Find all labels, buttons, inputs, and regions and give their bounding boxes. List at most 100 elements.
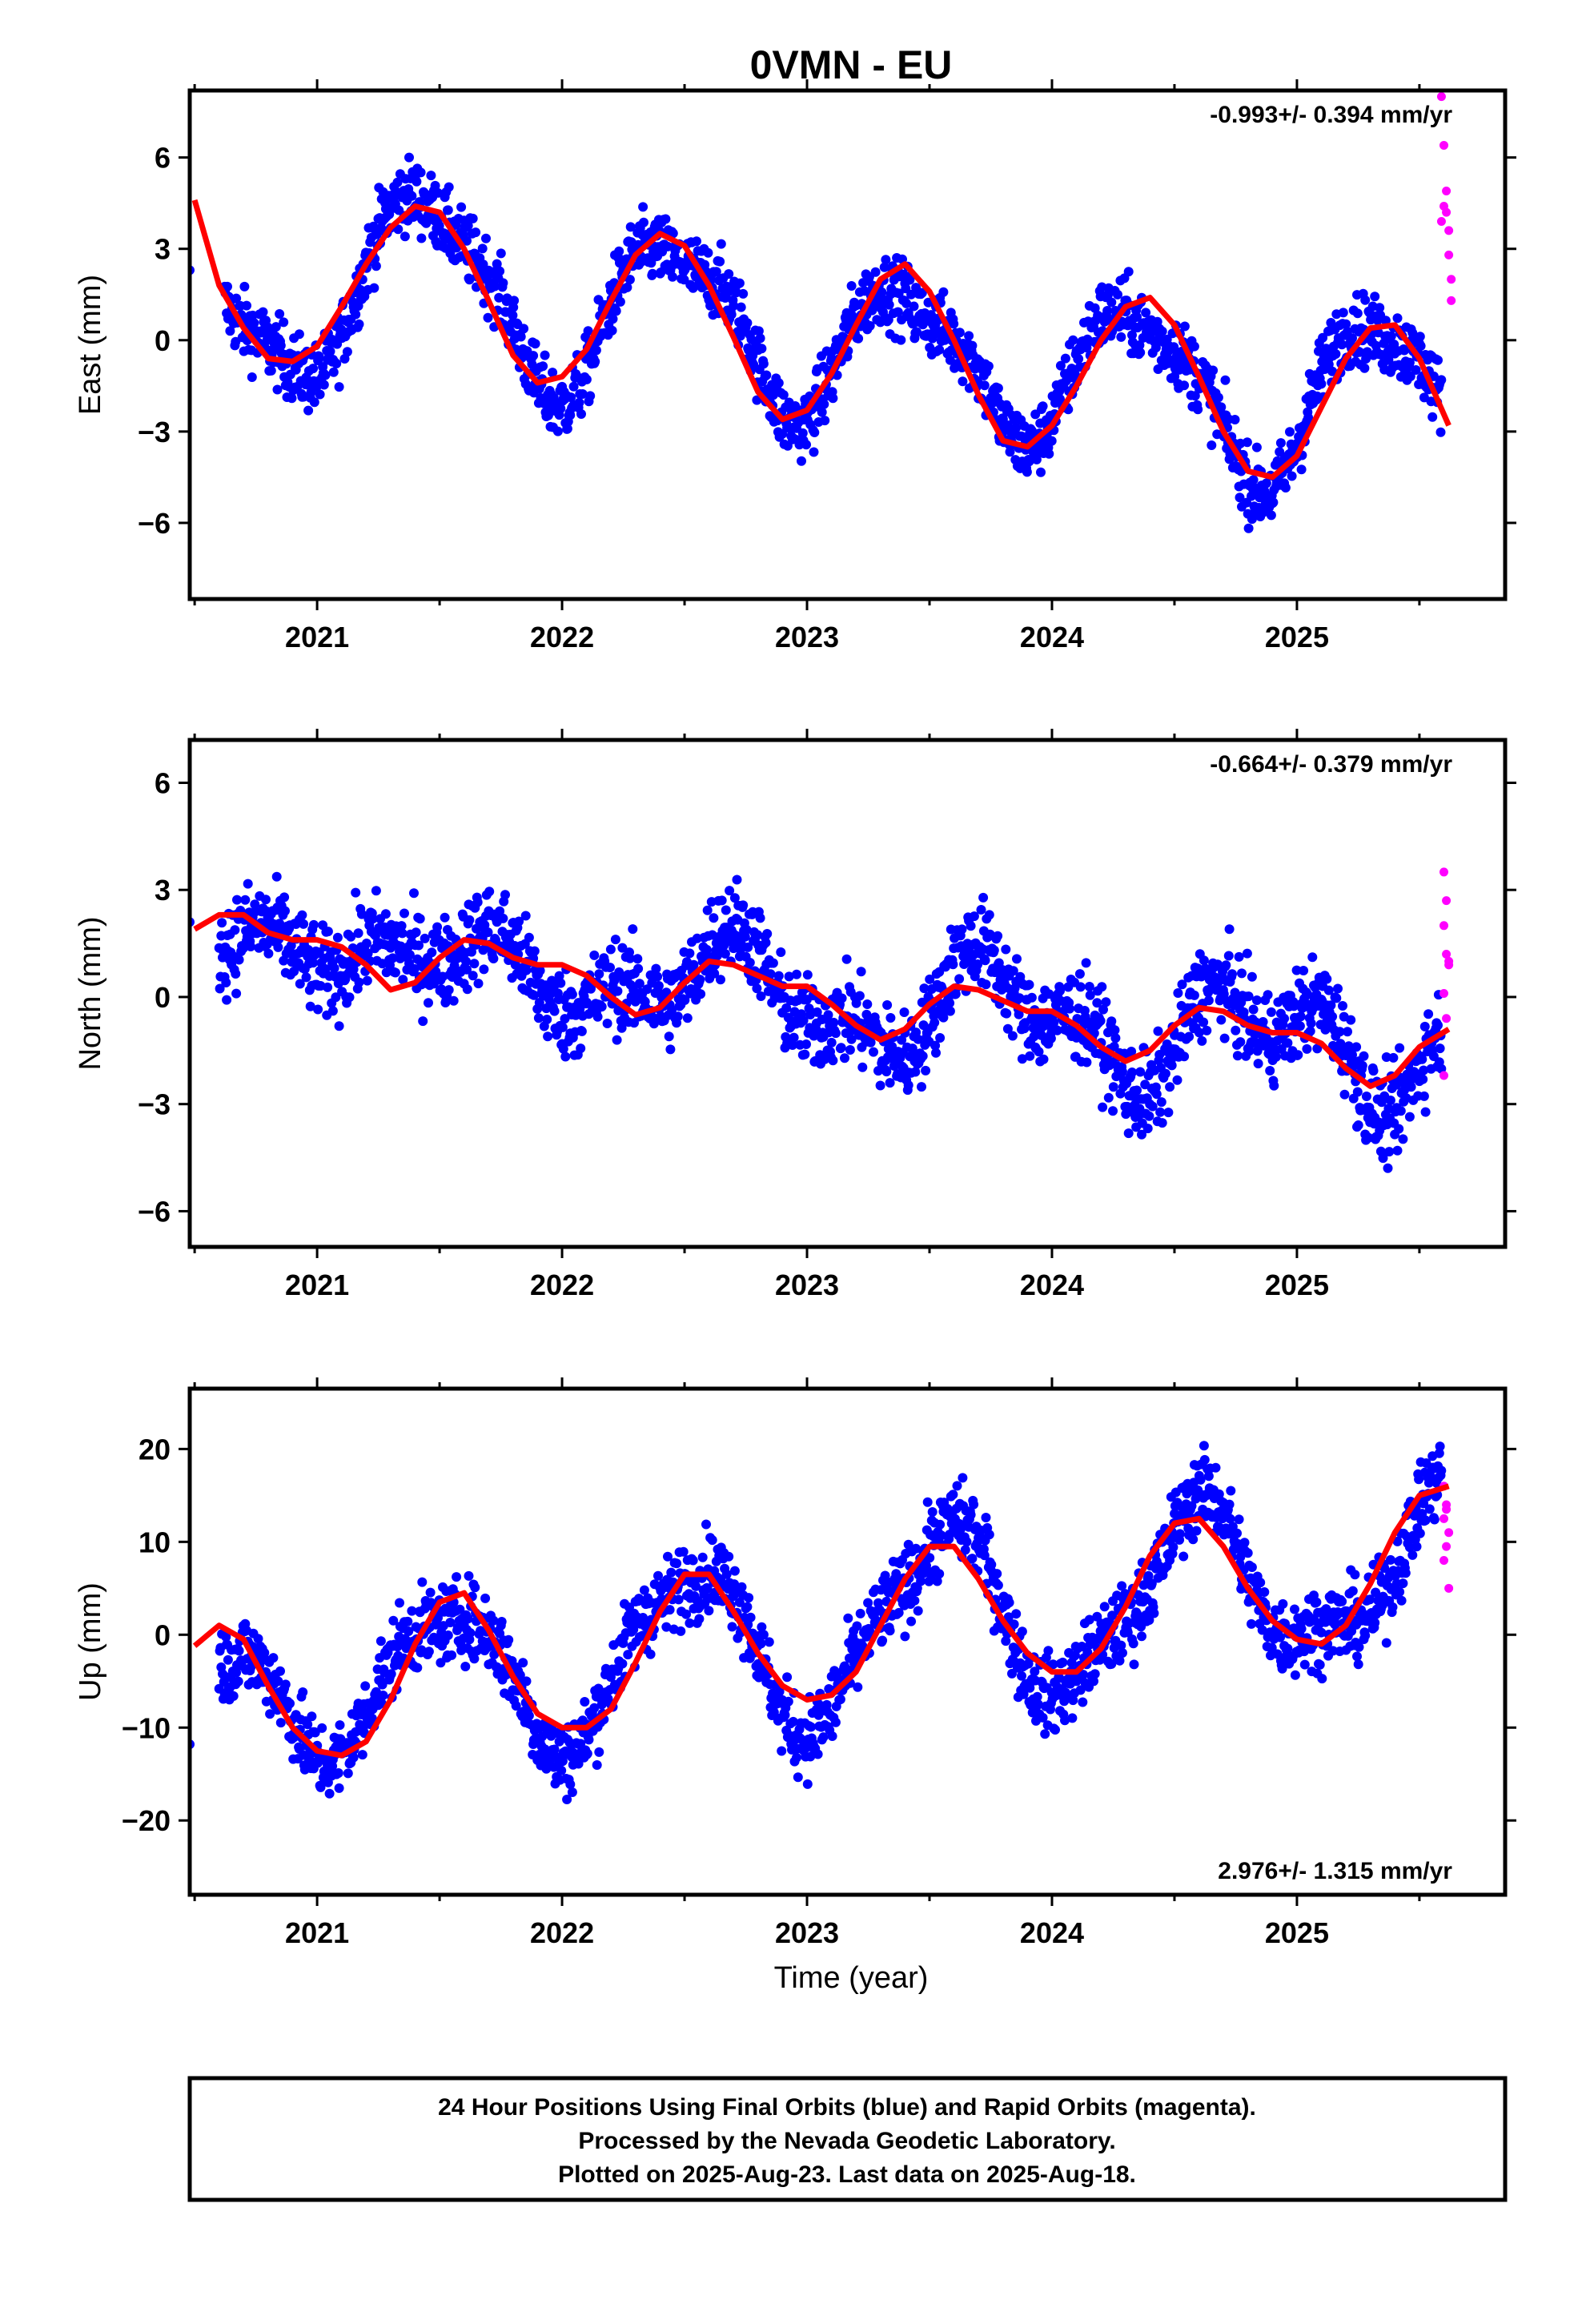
east-data-point	[1170, 372, 1180, 382]
up-data-point	[818, 1732, 829, 1743]
east-data-point	[266, 365, 276, 376]
east-data-point	[663, 241, 673, 251]
east-data-point	[1031, 454, 1042, 464]
east-data-point	[1102, 306, 1113, 316]
north-data-point	[1221, 960, 1231, 971]
up-data-point	[1089, 1676, 1098, 1687]
north-data-point	[899, 1007, 909, 1017]
north-data-point	[856, 967, 866, 977]
east-data-point	[753, 326, 764, 336]
east-data-point	[1157, 326, 1167, 336]
north-data-point	[768, 958, 778, 968]
up-data-point	[1078, 1697, 1088, 1707]
up-data-point	[395, 1598, 404, 1608]
east-data-point	[1404, 357, 1415, 368]
north-data-point	[1135, 1067, 1146, 1077]
north-data-point	[1024, 979, 1034, 990]
up-data-point	[1078, 1670, 1089, 1680]
north-data-point	[865, 1037, 876, 1047]
east-data-point	[881, 255, 891, 265]
north-data-point	[721, 905, 731, 915]
north-data-point	[397, 928, 408, 939]
east-data-point	[773, 378, 784, 388]
up-data-point	[425, 1587, 436, 1598]
east-ytick-label: −6	[138, 507, 171, 540]
north-data-point	[1395, 1043, 1405, 1053]
north-data-point	[1251, 995, 1262, 1005]
up-data-point	[676, 1626, 686, 1636]
north-data-point	[1126, 1047, 1137, 1056]
north-data-point	[484, 887, 495, 897]
east-data-point	[583, 326, 593, 336]
east-data-point	[412, 176, 422, 187]
north-data-point	[1346, 1015, 1356, 1025]
up-data-point	[470, 1582, 480, 1593]
east-data-point	[416, 233, 427, 243]
north-data-point	[980, 955, 990, 966]
up-data-point	[702, 1583, 713, 1594]
east-data-point	[1011, 423, 1022, 432]
up-data-point	[666, 1567, 677, 1578]
east-data-point	[1116, 332, 1126, 342]
east-data-point	[1266, 510, 1276, 521]
up-data-point	[645, 1649, 656, 1659]
north-data-point	[1166, 1060, 1177, 1071]
east-data-point	[1150, 343, 1161, 353]
north-data-point	[1333, 983, 1343, 994]
up-data-point	[582, 1748, 592, 1759]
north-data-point	[976, 905, 986, 915]
up-data-point	[1054, 1673, 1065, 1683]
east-data-point	[576, 409, 586, 419]
east-data-point	[426, 171, 436, 181]
up-data-point	[1011, 1609, 1022, 1619]
north-data-point	[981, 979, 991, 990]
east-data-point	[249, 318, 259, 328]
up-data-point	[936, 1530, 946, 1541]
east-data-point	[1005, 447, 1015, 457]
east-data-point	[342, 347, 352, 357]
up-data-point	[981, 1513, 991, 1522]
north-data-point	[240, 895, 251, 905]
north-data-point	[1189, 990, 1199, 1000]
north-data-point	[1017, 1054, 1027, 1064]
up-data-point	[463, 1614, 473, 1624]
up-data-point	[1060, 1715, 1070, 1726]
east-data-point	[1024, 456, 1034, 467]
north-data-point	[1326, 1000, 1336, 1011]
east-data-point	[1347, 333, 1357, 344]
north-data-point	[273, 942, 283, 952]
east-frame	[187, 88, 1508, 601]
east-data-point	[1427, 412, 1438, 422]
north-data-point	[1322, 974, 1332, 984]
east-data-point	[225, 326, 235, 336]
east-data-point	[801, 440, 811, 450]
east-data-point	[231, 293, 242, 304]
east-data-point	[1285, 427, 1295, 437]
up-data-point	[663, 1551, 673, 1562]
up-data-point	[460, 1662, 471, 1671]
north-data-point	[576, 1043, 586, 1054]
east-data-point	[1090, 303, 1100, 313]
north-data-point	[1219, 989, 1229, 999]
up-data-point	[1004, 1598, 1014, 1608]
north-data-point	[390, 967, 400, 978]
north-data-point	[1095, 1015, 1106, 1026]
east-data-point	[742, 318, 753, 328]
up-data-point	[433, 1613, 443, 1623]
north-data-point	[1156, 1097, 1166, 1108]
north-data-point	[1237, 968, 1247, 979]
east-data-point	[1268, 497, 1279, 508]
east-ytick-label: 3	[155, 233, 171, 266]
north-data-point	[461, 956, 472, 967]
east-data-point	[574, 397, 584, 408]
east-data-point	[1220, 375, 1231, 385]
north-data-point	[605, 944, 616, 955]
up-data-point	[1106, 1659, 1117, 1669]
north-data-point	[1165, 1082, 1175, 1092]
up-data-point	[900, 1631, 910, 1642]
up-data-point	[843, 1613, 853, 1623]
north-data-point	[1361, 1092, 1371, 1101]
up-data-point	[1017, 1671, 1026, 1681]
up-data-point	[404, 1626, 414, 1636]
east-data-point	[495, 266, 505, 276]
